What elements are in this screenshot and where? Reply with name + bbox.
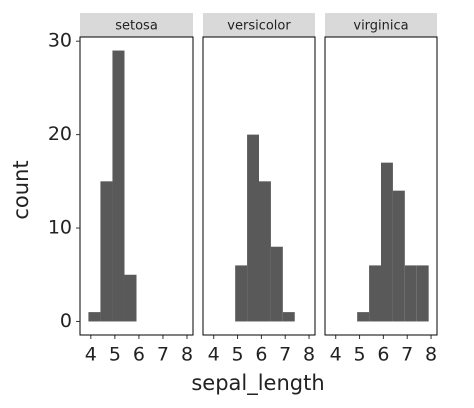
bar: [357, 312, 370, 322]
x-tick-label: 4: [208, 344, 220, 366]
strip: [325, 13, 437, 37]
y-tick-label: 30: [48, 30, 72, 52]
x-tick-label: 4: [85, 344, 97, 366]
x-tick-label: 4: [330, 344, 342, 366]
x-tick-label: 5: [354, 344, 366, 366]
bar: [247, 134, 259, 322]
strip: [80, 13, 193, 37]
bar: [259, 181, 271, 322]
strip-label: virginica: [353, 19, 408, 34]
panel-border: [202, 36, 316, 336]
bar: [404, 265, 417, 322]
x-axis-label: sepal_length: [191, 371, 324, 396]
bar: [282, 312, 295, 322]
bar: [112, 50, 125, 322]
strip: [203, 13, 315, 37]
panel-border: [79, 36, 194, 336]
x-tick-label: 7: [157, 344, 169, 366]
x-tick-label: 7: [401, 344, 413, 366]
y-tick-label: 10: [48, 217, 72, 239]
x-tick-label: 5: [109, 344, 121, 366]
y-tick-label: 0: [60, 310, 72, 332]
x-tick-label: 8: [425, 344, 437, 366]
bar: [392, 190, 405, 322]
bar: [381, 162, 393, 322]
bar: [270, 246, 283, 322]
bar: [100, 181, 113, 322]
bar: [369, 265, 381, 322]
x-tick-label: 6: [377, 344, 389, 366]
bar: [235, 265, 248, 322]
x-tick-label: 6: [255, 344, 267, 366]
panel-border: [324, 36, 438, 336]
x-tick-label: 5: [232, 344, 244, 366]
strip-label: setosa: [115, 19, 158, 34]
x-tick-label: 8: [303, 344, 315, 366]
x-tick-label: 8: [181, 344, 193, 366]
y-axis-label: count: [9, 160, 33, 219]
x-tick-label: 7: [279, 344, 291, 366]
strip-label: versicolor: [227, 19, 291, 34]
y-tick-label: 20: [48, 123, 72, 145]
bar: [88, 312, 101, 322]
x-tick-label: 6: [133, 344, 145, 366]
bar: [416, 265, 429, 322]
bar: [124, 274, 137, 322]
